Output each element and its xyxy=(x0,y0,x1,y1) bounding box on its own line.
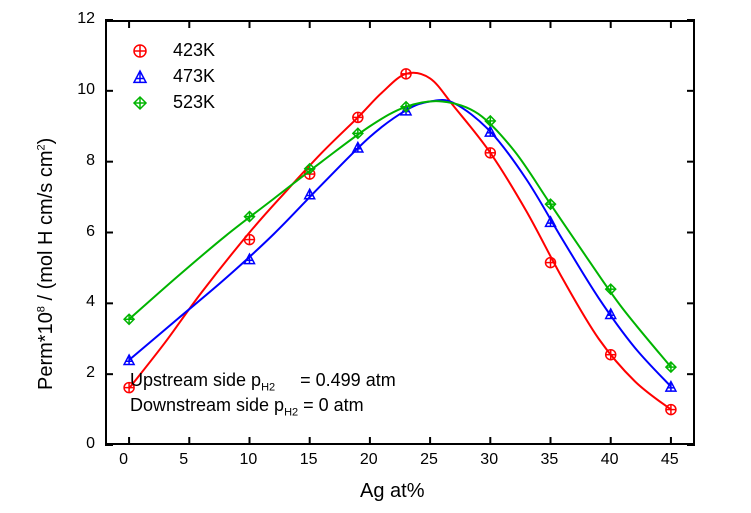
circle-plus-icon xyxy=(125,43,155,59)
circle-plus-marker xyxy=(546,258,556,268)
legend-label: 423K xyxy=(173,40,215,61)
x-tick-label: 45 xyxy=(661,451,679,469)
y-axis-title: Perm*108 / (mol H cm/s cm2) xyxy=(35,138,58,390)
circle-plus-marker xyxy=(666,405,676,415)
y-tick-label: 6 xyxy=(86,223,95,241)
y-tick-label: 0 xyxy=(86,435,95,453)
y-tick-label: 12 xyxy=(77,10,95,28)
x-tick-label: 40 xyxy=(601,451,619,469)
legend-label: 523K xyxy=(173,92,215,113)
circle-plus-marker xyxy=(401,69,411,79)
diamond-plus-marker xyxy=(485,116,495,126)
legend-entry-423K: 423K xyxy=(125,40,215,61)
circle-plus-marker xyxy=(244,235,254,245)
y-tick-label: 2 xyxy=(86,364,95,382)
legend-entry-473K: 473K xyxy=(125,66,215,87)
series-curve-523K xyxy=(129,101,671,367)
annotation-0: Upstream side pH2 = 0.499 atm xyxy=(130,370,396,394)
x-tick-label: 30 xyxy=(480,451,498,469)
series-curve-423K xyxy=(129,73,671,410)
diamond-plus-marker xyxy=(401,102,411,112)
legend-entry-523K: 523K xyxy=(125,92,215,113)
plot-svg xyxy=(0,0,751,513)
diamond-plus-marker xyxy=(305,164,315,174)
y-tick-label: 4 xyxy=(86,293,95,311)
legend-label: 473K xyxy=(173,66,215,87)
x-tick-label: 15 xyxy=(300,451,318,469)
x-tick-label: 35 xyxy=(541,451,559,469)
triangle-plus-icon xyxy=(125,69,155,85)
x-tick-label: 20 xyxy=(360,451,378,469)
triangle-plus-marker xyxy=(546,217,556,227)
x-axis-title: Ag at% xyxy=(360,480,424,503)
circle-plus-marker xyxy=(485,148,495,158)
y-tick-label: 8 xyxy=(86,152,95,170)
x-tick-label: 0 xyxy=(119,451,128,469)
circle-plus-marker xyxy=(353,112,363,122)
x-tick-label: 10 xyxy=(239,451,257,469)
x-tick-label: 25 xyxy=(420,451,438,469)
series-curve-473K xyxy=(129,100,671,387)
diamond-plus-icon xyxy=(125,95,155,111)
y-tick-label: 10 xyxy=(77,81,95,99)
annotation-1: Downstream side pH2 = 0 atm xyxy=(130,395,364,419)
x-tick-label: 5 xyxy=(179,451,188,469)
circle-plus-marker xyxy=(606,350,616,360)
